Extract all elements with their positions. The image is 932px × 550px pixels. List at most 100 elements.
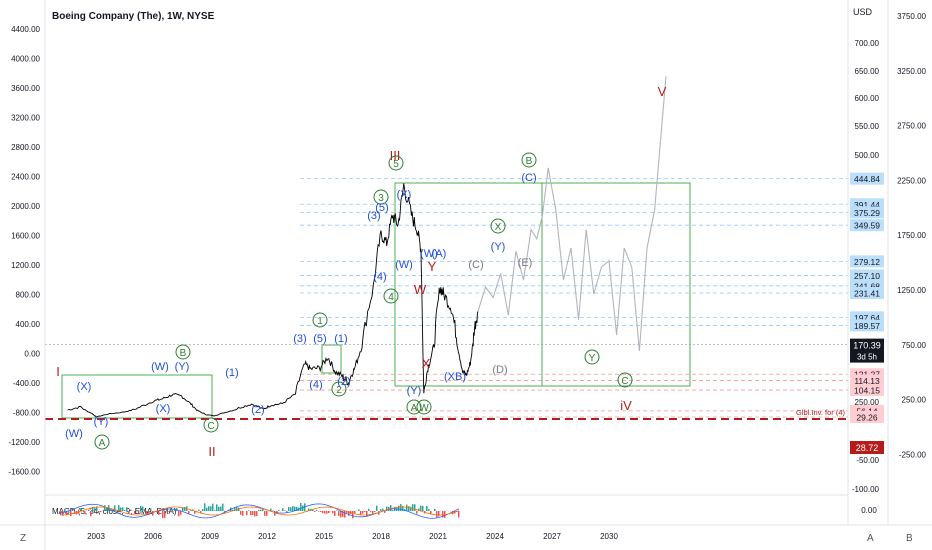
projected-path-line (477, 76, 667, 352)
wave-label: (XB) (444, 371, 466, 383)
toolbar-left-button[interactable]: Z (20, 533, 26, 544)
macd-histogram-bar (80, 508, 82, 511)
macd-histogram-bar (374, 511, 376, 512)
macd-histogram-bar (162, 511, 164, 519)
floor-price-value: 28.72 (856, 443, 879, 453)
macd-histogram-bar (202, 508, 204, 511)
macd-histogram-bar (84, 511, 86, 514)
wave-label: (X) (77, 381, 92, 393)
macd-histogram-bar (94, 508, 96, 511)
macd-histogram-bar (342, 511, 344, 517)
wave-label: A (99, 438, 106, 449)
wave-label-circle (416, 399, 432, 415)
price-axis-tick: 250.00 (855, 398, 880, 407)
right-axis-tick: 3750.00 (897, 12, 926, 21)
price-axis-tick: 500.00 (855, 151, 880, 160)
macd-histogram-bar (324, 511, 326, 514)
price-level-value: 231.41 (854, 289, 880, 299)
current-price-value: 170.39 (853, 341, 881, 351)
macd-histogram-bar (398, 505, 400, 511)
macd-histogram-bar (348, 511, 350, 516)
left-axis-tick: 1600.00 (11, 232, 40, 241)
left-axis-tick: 4400.00 (11, 25, 40, 34)
wave-label-circle (203, 417, 219, 433)
macd-histogram-bar (386, 506, 388, 511)
wave-label-circle (584, 349, 600, 365)
price-level-value: 104.15 (854, 386, 880, 396)
macd-histogram-bar (212, 503, 214, 511)
toolbar-button-b[interactable]: B (906, 533, 913, 544)
macd-histogram-bar (188, 511, 190, 514)
wave-label: C (621, 376, 628, 387)
macd-histogram-bar (208, 506, 210, 511)
macd-histogram-bar (210, 506, 212, 511)
macd-histogram-bar (312, 509, 314, 511)
macd-histogram-bar (246, 511, 248, 516)
right-axis-tick: 250.00 (902, 396, 927, 405)
macd-histogram-bar (62, 511, 64, 516)
wave-label: (4) (373, 271, 386, 283)
macd-histogram-bar (434, 508, 436, 511)
price-level-value: 375.29 (854, 208, 880, 218)
price-series (67, 76, 667, 418)
wave-label: 1 (317, 316, 323, 327)
macd-histogram-bar (68, 511, 70, 512)
macd-histogram-bar (258, 509, 260, 511)
wave-label: (W) (395, 259, 413, 271)
macd-histogram-bar (158, 511, 160, 515)
time-axis-tick: 2030 (600, 532, 618, 541)
macd-histogram-bar (426, 505, 428, 511)
macd-histogram-bar (354, 511, 356, 514)
macd-histogram-bar (326, 511, 328, 514)
macd-histogram-bar (200, 511, 202, 514)
macd-histogram-bar (278, 510, 280, 511)
macd-histogram-bar (418, 508, 420, 511)
macd-histogram-bar (436, 511, 438, 518)
macd-histogram-bar (214, 510, 216, 511)
macd-histogram-bar (428, 509, 430, 511)
wave-label-circle (312, 312, 328, 328)
macd-histogram-bar (284, 510, 286, 511)
macd-histogram-bar (270, 508, 272, 511)
macd-histogram-bar (412, 504, 414, 511)
right-axis-tick: 2250.00 (897, 176, 926, 185)
macd-histogram-bar (320, 511, 322, 512)
price-level-tag (850, 384, 884, 397)
right-axis-tick: 1750.00 (897, 231, 926, 240)
macd-histogram-bar (170, 510, 172, 511)
macd-histogram-bar (322, 511, 324, 514)
macd-histogram-bar (242, 511, 244, 516)
left-axis-tick: 2800.00 (11, 143, 40, 152)
wave-label: (5) (313, 333, 326, 345)
macd-histogram-bar (346, 511, 348, 513)
time-axis-tick: 2027 (543, 532, 561, 541)
macd-histogram-bar (106, 507, 108, 511)
time-axis-tick: 2018 (372, 532, 390, 541)
macd-histogram-bar (408, 506, 410, 511)
macd-histogram-bar (352, 511, 354, 519)
wave-label: X (422, 356, 431, 371)
macd-histogram-bar (130, 509, 132, 511)
wave-label: (1) (334, 333, 347, 345)
macd-histogram-bar (122, 507, 124, 511)
wave-label: (A) (432, 248, 447, 260)
macd-histogram-bar (370, 511, 372, 513)
macd-histogram-bar (422, 505, 424, 511)
wave-label: (E) (518, 257, 533, 269)
macd-histogram-bar (240, 511, 242, 515)
wave-label: iV (620, 398, 632, 413)
price-level-tag (850, 374, 884, 387)
toolbar-button-a[interactable]: A (867, 533, 874, 544)
wave-label: (Y) (175, 361, 190, 373)
price-level-value: 197.64 (854, 313, 880, 323)
macd-histogram-bar (416, 511, 418, 514)
macd-histogram-bar (344, 511, 346, 518)
right-axis-tick: 1250.00 (897, 286, 926, 295)
macd-histogram-bar (296, 506, 298, 511)
wave-label-circle (617, 372, 633, 388)
price-axis-tick: -50.00 (856, 456, 879, 465)
